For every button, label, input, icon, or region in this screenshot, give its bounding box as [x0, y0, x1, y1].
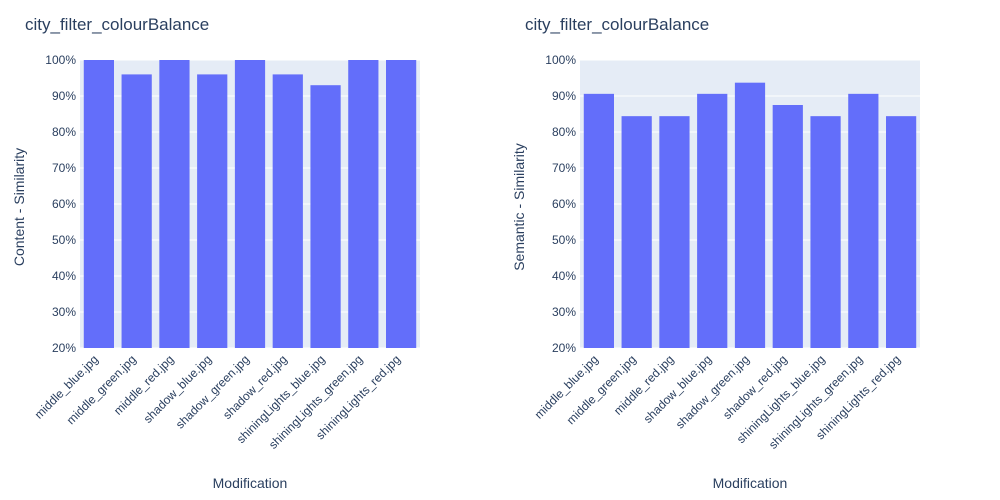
plot-area: 20% 30% 40% 50% 60% 70% 80% 90% 100% middle_blue.… [32, 53, 420, 452]
y-axis-title: Semantic - Similarity [511, 143, 527, 271]
bar-shininglights-red-jpg [386, 60, 417, 348]
y-tick-label: 50% [552, 233, 576, 247]
x-tick-label: middle_green.jpg [64, 352, 139, 427]
y-tick-label: 70% [52, 161, 76, 175]
y-tick-label: 50% [52, 233, 76, 247]
plot-area: 20% 30% 40% 50% 60% 70% 80% 90% 100% middle_blue.… [532, 53, 920, 452]
y-tick-label: 80% [52, 125, 76, 139]
x-tick-label: shadow_blue.jpg [141, 352, 215, 426]
y-tick-label: 100% [45, 53, 76, 67]
bar-middle-green-jpg [621, 116, 652, 348]
bar-shadow-blue-jpg [197, 74, 228, 349]
y-tick-label: 40% [52, 269, 76, 283]
bar-middle-red-jpg [659, 116, 690, 348]
y-tick-label: 40% [552, 269, 576, 283]
y-tick-label: 30% [552, 305, 576, 319]
x-tick-label: middle_green.jpg [564, 352, 639, 427]
bar-shadow-blue-jpg [697, 93, 728, 348]
bar-shininglights-red-jpg [886, 116, 917, 348]
bar-shadow-red-jpg [772, 105, 803, 348]
bar-shininglights-blue-jpg [810, 116, 841, 348]
bar-shadow-red-jpg [272, 74, 303, 349]
y-tick-label: 60% [52, 197, 76, 211]
y-tick-label: 80% [552, 125, 576, 139]
x-axis-title: Modification [213, 475, 288, 491]
x-tick-label: shadow_blue.jpg [641, 352, 715, 426]
y-tick-label: 20% [52, 341, 76, 355]
y-tick-label: 90% [552, 89, 576, 103]
bar-shadow-green-jpg [734, 82, 766, 349]
x-tick-label: middle_blue.jpg [532, 352, 601, 421]
chart-title: city_filter_colourBalance [525, 15, 709, 34]
bar-middle-green-jpg [121, 74, 152, 349]
content-similarity-chart: city_filter_colourBalance Modification C… [11, 15, 420, 491]
chart-title: city_filter_colourBalance [25, 15, 209, 34]
y-tick-label: 30% [52, 305, 76, 319]
y-tick-label: 100% [545, 53, 576, 67]
bar-shininglights-blue-jpg [310, 85, 341, 348]
bar-shininglights-green-jpg [348, 60, 379, 348]
bar-middle-blue-jpg [83, 60, 114, 348]
semantic-similarity-chart: city_filter_colourBalance Modification S… [511, 15, 920, 491]
y-axis-title: Content - Similarity [11, 148, 27, 266]
bar-shininglights-green-jpg [848, 93, 879, 348]
y-tick-label: 60% [552, 197, 576, 211]
bar-shadow-green-jpg [234, 60, 266, 348]
y-tick-label: 70% [552, 161, 576, 175]
y-tick-label: 90% [52, 89, 76, 103]
x-axis-title: Modification [713, 475, 788, 491]
bar-middle-red-jpg [159, 60, 190, 348]
bar-middle-blue-jpg [583, 93, 614, 348]
x-tick-label: middle_blue.jpg [32, 352, 101, 421]
y-tick-label: 20% [552, 341, 576, 355]
